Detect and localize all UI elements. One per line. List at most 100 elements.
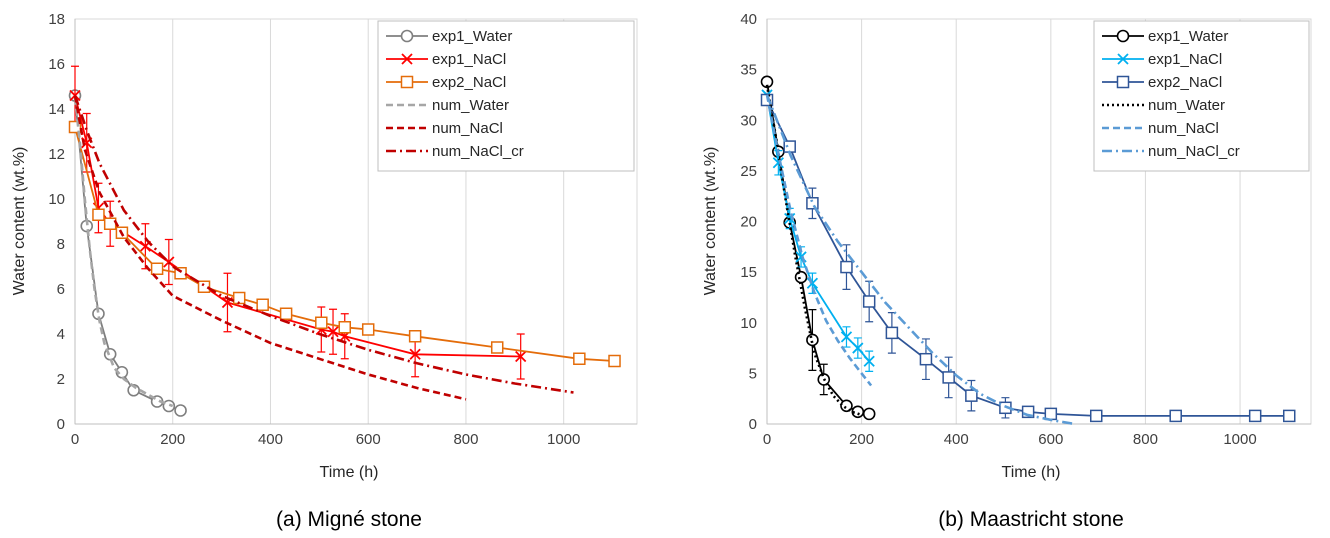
chart-panel-migne: 0 200 400 600 800 1000 0 2 4 6 8 10 12 14 16 18 Time (h)… <box>11 11 638 531</box>
x-tick-label: 200 <box>160 431 185 448</box>
x-tick-label: 400 <box>944 431 969 448</box>
y-tick-label: 0 <box>57 416 65 433</box>
legend-label: num_NaCl <box>1148 120 1219 137</box>
y-tick-label: 8 <box>57 236 65 253</box>
data-point-square <box>361 323 375 336</box>
data-point-square <box>315 316 328 329</box>
data-point-square <box>608 354 621 368</box>
data-point-square <box>862 295 876 308</box>
data-point-cross <box>515 350 527 363</box>
y-tick-label: 12 <box>48 146 65 163</box>
data-point-circle <box>760 75 774 89</box>
y-tick-label: 16 <box>48 56 65 73</box>
x-tick-label: 400 <box>258 431 283 448</box>
chart-panel-maastricht: 0 200 400 600 800 1000 0 5 10 15 20 25 30 35 40 Time (h… <box>702 11 1312 531</box>
data-point-cross <box>852 342 864 354</box>
y-tick-label: 5 <box>749 365 757 382</box>
data-point-square <box>1021 405 1035 419</box>
data-point-square <box>573 352 586 365</box>
x-tick-label: 600 <box>356 431 381 448</box>
data-point-square <box>279 307 293 320</box>
legend-label: num_Water <box>432 97 509 114</box>
data-point-cross <box>409 348 421 360</box>
y-axis-title: Water content (wt.%) <box>702 147 719 296</box>
data-point-square <box>965 389 978 402</box>
legend-label: num_NaCl_cr <box>1148 143 1240 160</box>
data-point-square <box>92 208 105 221</box>
data-point-circle <box>806 333 819 347</box>
series-exp1_NaCl <box>761 89 875 372</box>
y-tick-label: 14 <box>48 101 65 118</box>
x-tick-label: 0 <box>763 431 771 448</box>
data-point-circle <box>862 407 876 421</box>
data-point-circle <box>174 404 187 417</box>
y-tick-label: 35 <box>740 62 757 79</box>
y-tick-label: 10 <box>48 191 65 208</box>
data-point-square <box>150 262 164 275</box>
chart-caption: (a) Migné stone <box>276 508 422 531</box>
y-tick-label: 20 <box>740 214 757 231</box>
legend-label: num_NaCl_cr <box>432 143 524 160</box>
data-point-square <box>840 260 853 274</box>
legend-label: exp1_Water <box>1148 28 1228 45</box>
series-line <box>73 95 467 401</box>
series-line <box>73 95 574 394</box>
y-tick-label: 2 <box>57 371 65 388</box>
data-point-cross <box>327 326 339 338</box>
data-point-square <box>68 120 82 134</box>
series-exp2_NaCl <box>68 120 621 368</box>
legend-box <box>1093 20 1310 172</box>
legend-label: num_NaCl <box>432 120 503 137</box>
data-point-square <box>1044 407 1058 421</box>
x-tick-label: 1000 <box>547 431 580 448</box>
x-tick-label: 0 <box>71 431 79 448</box>
y-tick-label: 10 <box>740 315 757 332</box>
series-num_NaCl <box>73 95 467 401</box>
data-point-square <box>400 75 414 89</box>
series-num_Water <box>765 84 862 417</box>
data-point-circle <box>1116 29 1130 43</box>
y-tick-label: 30 <box>740 112 757 129</box>
x-tick-label: 200 <box>849 431 874 448</box>
x-tick-label: 800 <box>1133 431 1158 448</box>
chart-caption: (b) Maastricht stone <box>938 508 1124 531</box>
data-point-cross <box>863 355 875 367</box>
y-tick-label: 6 <box>57 281 65 298</box>
x-tick-label: 800 <box>453 431 478 448</box>
data-point-square <box>806 197 819 210</box>
x-tick-label: 1000 <box>1223 431 1256 448</box>
data-point-square <box>1248 409 1262 423</box>
legend: exp1_Water exp1_NaCl exp2_NaCl num_Waternum… <box>377 20 635 172</box>
legend-label: num_Water <box>1148 97 1225 114</box>
y-tick-label: 40 <box>740 11 757 28</box>
data-point-square <box>1089 409 1103 423</box>
data-point-square <box>197 280 211 293</box>
data-point-square <box>490 341 504 354</box>
data-point-cross <box>840 331 853 343</box>
series-num_NaCl_cr <box>765 94 1075 426</box>
legend-label: exp1_NaCl <box>432 51 506 68</box>
data-point-square <box>919 352 933 366</box>
data-point-square <box>1116 75 1130 89</box>
x-axis-title: Time (h) <box>320 464 379 481</box>
legend-label: exp2_NaCl <box>432 74 506 91</box>
y-tick-label: 0 <box>749 416 757 433</box>
series-exp2_NaCl <box>760 93 1296 423</box>
data-point-square <box>885 326 899 340</box>
data-point-circle <box>162 399 176 413</box>
y-tick-label: 25 <box>740 163 757 180</box>
legend-label: exp1_NaCl <box>1148 51 1222 68</box>
series-num_Water <box>73 97 174 408</box>
x-tick-label: 600 <box>1038 431 1063 448</box>
legend-box <box>377 20 635 172</box>
data-point-cross <box>401 53 413 65</box>
data-point-square <box>256 298 269 311</box>
legend-label: exp2_NaCl <box>1148 74 1222 91</box>
series-line <box>765 84 862 417</box>
series-num_NaCl_cr <box>73 95 574 394</box>
y-tick-label: 4 <box>57 326 65 343</box>
y-tick-label: 18 <box>48 11 65 28</box>
series-line <box>766 99 1290 417</box>
series-num_NaCl <box>765 94 873 387</box>
